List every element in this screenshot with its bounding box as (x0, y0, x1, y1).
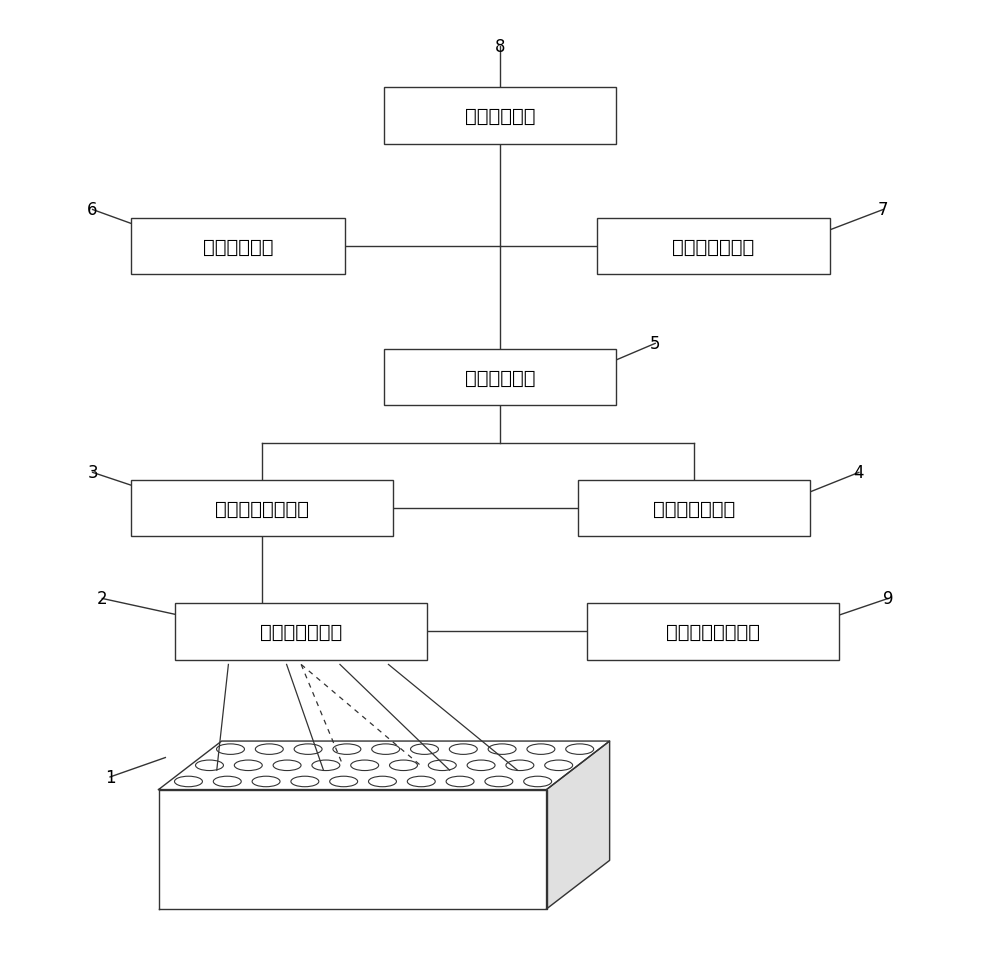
Polygon shape (131, 481, 393, 537)
Ellipse shape (449, 744, 477, 755)
Text: 2: 2 (97, 590, 108, 608)
Polygon shape (587, 604, 839, 660)
Ellipse shape (351, 761, 379, 770)
Text: 8: 8 (495, 38, 505, 55)
Text: 误差点剔除模块: 误差点剔除模块 (653, 499, 735, 518)
Ellipse shape (196, 761, 223, 770)
Text: 4: 4 (854, 464, 864, 482)
Polygon shape (175, 604, 427, 660)
Ellipse shape (312, 761, 340, 770)
Ellipse shape (217, 744, 244, 755)
Ellipse shape (234, 761, 262, 770)
Polygon shape (131, 219, 345, 275)
Polygon shape (547, 741, 610, 909)
Ellipse shape (524, 776, 552, 787)
Ellipse shape (175, 776, 202, 787)
Ellipse shape (213, 776, 241, 787)
Ellipse shape (467, 761, 495, 770)
Ellipse shape (330, 776, 358, 787)
Text: 参考值预设模块: 参考值预设模块 (672, 237, 755, 257)
Text: 5: 5 (650, 335, 660, 353)
Text: 反应时间给定模块: 反应时间给定模块 (666, 622, 760, 641)
Ellipse shape (485, 776, 513, 787)
Polygon shape (159, 790, 547, 909)
Ellipse shape (294, 744, 322, 755)
Ellipse shape (545, 761, 573, 770)
Ellipse shape (252, 776, 280, 787)
Polygon shape (159, 741, 610, 790)
Text: 数值选取模块: 数值选取模块 (465, 368, 535, 388)
Ellipse shape (506, 761, 534, 770)
Text: 1: 1 (105, 768, 115, 786)
Ellipse shape (407, 776, 435, 787)
Polygon shape (384, 88, 616, 144)
Ellipse shape (255, 744, 283, 755)
Text: 3: 3 (87, 464, 98, 482)
Polygon shape (384, 350, 616, 406)
Ellipse shape (488, 744, 516, 755)
Text: 7: 7 (878, 202, 888, 219)
Ellipse shape (333, 744, 361, 755)
Text: 有效范围定义模块: 有效范围定义模块 (215, 499, 309, 518)
Ellipse shape (446, 776, 474, 787)
Ellipse shape (411, 744, 438, 755)
Ellipse shape (428, 761, 456, 770)
Text: 比值获取模块: 比值获取模块 (203, 237, 273, 257)
Ellipse shape (390, 761, 417, 770)
Ellipse shape (566, 744, 594, 755)
Text: 6: 6 (87, 202, 98, 219)
Polygon shape (597, 219, 830, 275)
Text: 吸光点扫描模块: 吸光点扫描模块 (260, 622, 342, 641)
Ellipse shape (527, 744, 555, 755)
Text: 9: 9 (883, 590, 893, 608)
Polygon shape (578, 481, 810, 537)
Ellipse shape (291, 776, 319, 787)
Text: 凝集判断模块: 凝集判断模块 (465, 107, 535, 126)
Ellipse shape (369, 776, 396, 787)
Ellipse shape (372, 744, 400, 755)
Ellipse shape (273, 761, 301, 770)
